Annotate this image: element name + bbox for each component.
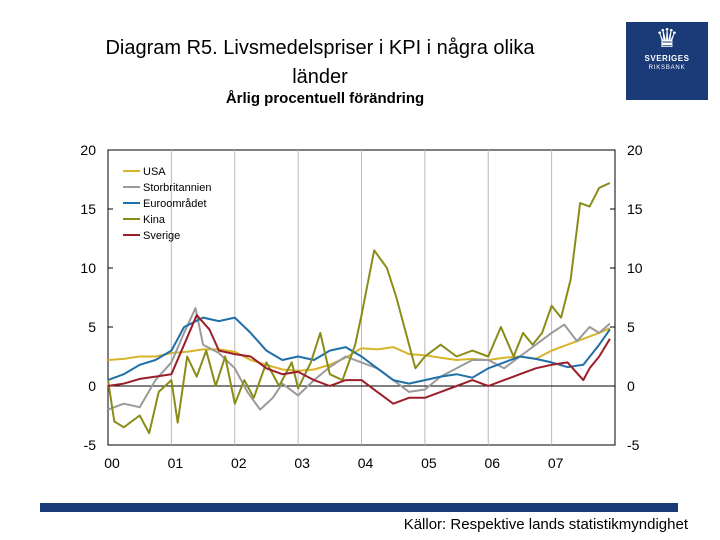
source-note: Källor: Respektive lands statistikmyndig…	[403, 516, 688, 533]
y-tick-label-right: 5	[627, 319, 635, 335]
x-tick-label: 04	[358, 455, 374, 471]
series-line-euroområdet	[107, 316, 611, 385]
x-tick-label: 01	[168, 455, 184, 471]
series-line-storbritannien	[107, 307, 611, 411]
y-tick-label-left: 20	[80, 142, 96, 158]
y-tick-label-right: 15	[627, 201, 643, 217]
y-tick-label-left: -5	[84, 437, 97, 453]
bottom-bar	[40, 503, 678, 512]
y-tick-label-right: 0	[627, 378, 635, 394]
legend-label: Euroområdet	[143, 198, 207, 210]
logo-text-line1: SVERIGES	[644, 54, 690, 63]
legend-label: USA	[143, 166, 166, 178]
chart-subtitle: Årlig procentuell förändring	[225, 90, 425, 107]
y-tick-label-left: 5	[88, 319, 96, 335]
title-line-2: länder	[292, 66, 348, 88]
x-tick-label: 03	[294, 455, 310, 471]
y-tick-label-right: -5	[627, 437, 640, 453]
x-tick-label: 06	[484, 455, 500, 471]
title-line-1: Diagram R5. Livsmedelspriser i KPI i någ…	[105, 37, 535, 59]
y-tick-label-right: 20	[627, 142, 643, 158]
chart-title: Diagram R5. Livsmedelspriser i KPI i någ…	[40, 34, 600, 92]
crown-logo-icon: ♛	[655, 23, 679, 53]
legend-label: Sverige	[143, 230, 180, 242]
x-tick-label: 02	[231, 455, 247, 471]
legend-label: Kina	[143, 214, 166, 226]
y-tick-label-left: 15	[80, 201, 96, 217]
legend-label: Storbritannien	[143, 182, 212, 194]
series-line-kina	[107, 182, 611, 435]
x-tick-label: 05	[421, 455, 437, 471]
logo-text-line2: RIKSBANK	[648, 65, 686, 71]
y-tick-label-left: 0	[88, 378, 96, 394]
y-tick-label-left: 10	[80, 260, 96, 276]
series-line-sverige	[107, 314, 611, 405]
riksbank-logo: ♛ SVERIGES RIKSBANK	[626, 22, 708, 100]
x-tick-label: 00	[104, 455, 120, 471]
x-tick-label: 07	[548, 455, 564, 471]
y-tick-label-right: 10	[627, 260, 643, 276]
